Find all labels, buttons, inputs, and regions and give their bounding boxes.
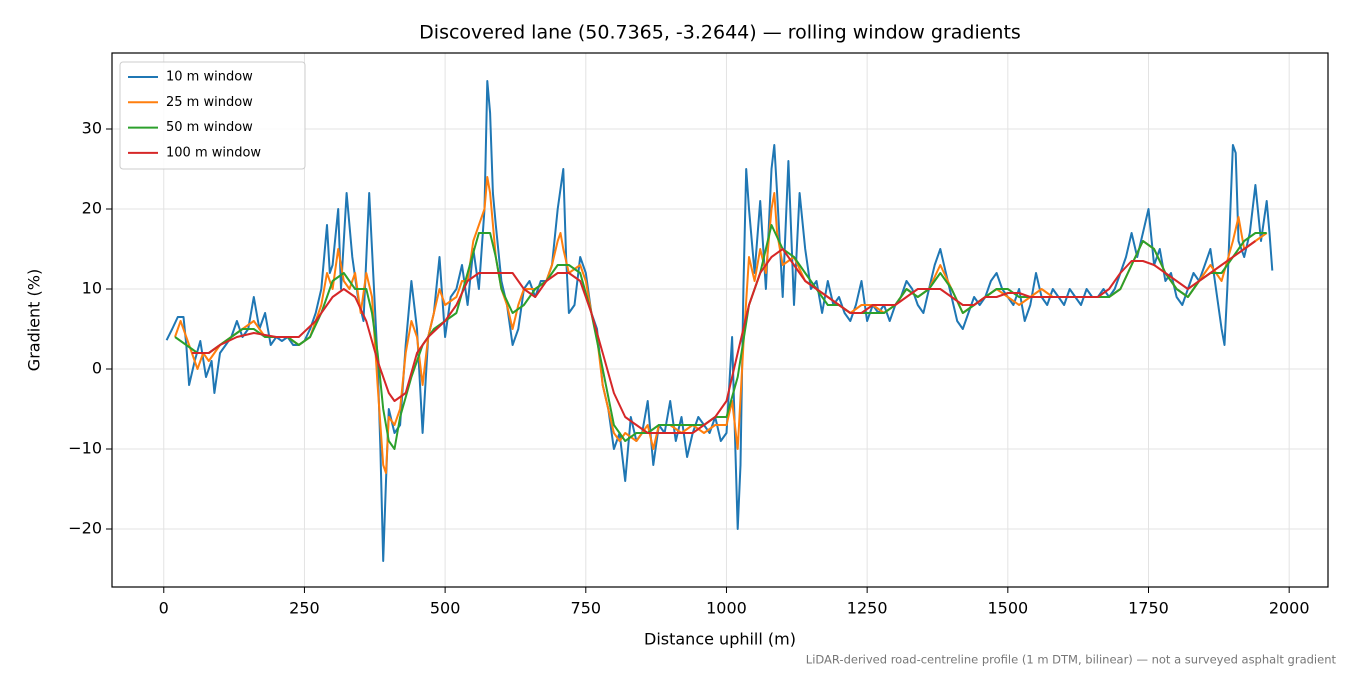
x-tick-label: 2000	[1269, 599, 1310, 618]
legend-label: 25 m window	[166, 95, 253, 110]
line-series	[165, 80, 1274, 562]
footnote: LiDAR-derived road-centreline profile (1…	[806, 653, 1337, 667]
legend-label: 100 m window	[166, 145, 261, 160]
y-tick-label: 30	[82, 119, 102, 138]
y-tick-label: 10	[82, 279, 102, 298]
x-tick-label: 500	[430, 599, 461, 618]
x-axis-label: Distance uphill (m)	[644, 630, 796, 649]
x-tick-label: 1750	[1128, 599, 1169, 618]
line-series	[174, 176, 1268, 474]
y-axis-label: Gradient (%)	[25, 269, 44, 371]
y-tick-label: −20	[68, 519, 102, 538]
plot-frame	[111, 52, 1329, 588]
legend-label: 10 m window	[166, 70, 253, 85]
y-tick-label: −10	[68, 439, 102, 458]
line-series	[191, 240, 1256, 434]
y-tick-label: 0	[92, 359, 102, 378]
x-tick-label: 250	[289, 599, 320, 618]
legend-box	[119, 61, 306, 170]
y-tick-label: 20	[82, 199, 102, 218]
x-tick-label: 1250	[847, 599, 888, 618]
x-tick-label: 1500	[987, 599, 1028, 618]
x-tick-label: 1000	[706, 599, 747, 618]
chart-title: Discovered lane (50.7365, -3.2644) — rol…	[419, 22, 1021, 44]
x-tick-label: 750	[571, 599, 602, 618]
x-tick-label: 0	[159, 599, 169, 618]
legend-label: 50 m window	[166, 120, 253, 135]
